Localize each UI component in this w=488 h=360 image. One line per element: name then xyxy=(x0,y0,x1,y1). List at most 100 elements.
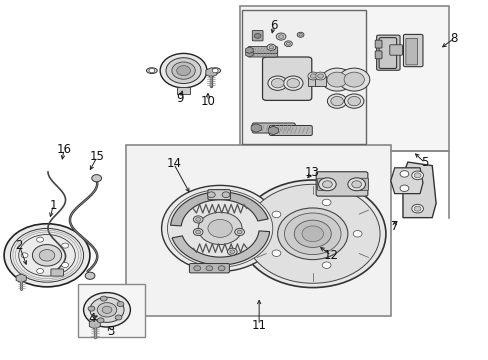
FancyBboxPatch shape xyxy=(247,46,277,53)
FancyBboxPatch shape xyxy=(374,40,381,48)
Circle shape xyxy=(195,230,200,234)
Text: 12: 12 xyxy=(323,249,338,262)
FancyBboxPatch shape xyxy=(403,35,422,67)
Circle shape xyxy=(338,68,369,91)
Circle shape xyxy=(193,216,203,223)
Text: 3: 3 xyxy=(106,325,114,338)
Circle shape xyxy=(352,230,361,237)
Circle shape xyxy=(286,78,299,88)
FancyBboxPatch shape xyxy=(378,38,396,68)
Circle shape xyxy=(4,224,90,287)
Circle shape xyxy=(245,184,379,283)
Circle shape xyxy=(297,32,304,37)
Bar xyxy=(242,10,366,144)
Circle shape xyxy=(271,211,280,218)
Circle shape xyxy=(193,228,203,235)
Polygon shape xyxy=(390,168,422,194)
Circle shape xyxy=(234,228,244,235)
FancyBboxPatch shape xyxy=(207,190,230,200)
Circle shape xyxy=(167,190,272,267)
Text: 5: 5 xyxy=(420,156,427,169)
Circle shape xyxy=(171,62,195,79)
FancyBboxPatch shape xyxy=(252,31,263,41)
FancyBboxPatch shape xyxy=(189,264,229,273)
Bar xyxy=(176,87,190,94)
Circle shape xyxy=(344,94,363,108)
Circle shape xyxy=(322,199,330,206)
Circle shape xyxy=(266,44,275,50)
Ellipse shape xyxy=(146,68,157,73)
FancyBboxPatch shape xyxy=(247,50,277,57)
Circle shape xyxy=(344,72,364,87)
Circle shape xyxy=(39,249,55,261)
Circle shape xyxy=(92,175,102,182)
Bar xyxy=(126,145,390,316)
Circle shape xyxy=(330,96,343,106)
Circle shape xyxy=(399,171,408,177)
Text: 9: 9 xyxy=(176,92,183,105)
Circle shape xyxy=(318,178,335,191)
Circle shape xyxy=(347,178,365,191)
Circle shape xyxy=(37,237,43,242)
Text: 6: 6 xyxy=(269,19,277,32)
Circle shape xyxy=(276,33,285,40)
FancyBboxPatch shape xyxy=(359,178,367,190)
Circle shape xyxy=(165,58,201,84)
Circle shape xyxy=(322,181,331,188)
Text: 4: 4 xyxy=(88,311,96,325)
Circle shape xyxy=(302,226,323,242)
Circle shape xyxy=(100,296,107,301)
Circle shape xyxy=(268,46,273,49)
Circle shape xyxy=(271,250,280,256)
Circle shape xyxy=(254,33,261,39)
Circle shape xyxy=(222,192,229,198)
Circle shape xyxy=(351,181,361,188)
Circle shape xyxy=(61,262,68,267)
Circle shape xyxy=(284,41,292,46)
Circle shape xyxy=(37,269,43,274)
Circle shape xyxy=(85,272,95,279)
FancyBboxPatch shape xyxy=(376,35,399,70)
FancyBboxPatch shape xyxy=(389,45,402,55)
Circle shape xyxy=(307,72,318,80)
Circle shape xyxy=(229,250,234,253)
Circle shape xyxy=(61,243,68,248)
Circle shape xyxy=(218,266,224,271)
Text: 16: 16 xyxy=(57,143,71,156)
Circle shape xyxy=(239,180,385,288)
FancyBboxPatch shape xyxy=(316,172,367,196)
Text: 13: 13 xyxy=(304,166,319,179)
FancyBboxPatch shape xyxy=(374,51,381,59)
FancyBboxPatch shape xyxy=(51,269,63,276)
Text: 14: 14 xyxy=(166,157,181,170)
Text: 7: 7 xyxy=(390,220,398,233)
Ellipse shape xyxy=(209,68,220,73)
Circle shape xyxy=(298,33,302,36)
Circle shape xyxy=(88,306,95,311)
Bar xyxy=(307,76,318,86)
Circle shape xyxy=(193,266,200,271)
Circle shape xyxy=(198,212,242,244)
Circle shape xyxy=(195,218,200,221)
Circle shape xyxy=(205,266,212,271)
Bar xyxy=(78,284,144,337)
Text: 10: 10 xyxy=(200,95,215,108)
Text: 1: 1 xyxy=(49,199,57,212)
FancyBboxPatch shape xyxy=(269,126,312,135)
Circle shape xyxy=(411,171,423,180)
Circle shape xyxy=(284,213,340,255)
Circle shape xyxy=(278,35,283,39)
Circle shape xyxy=(83,293,130,327)
Text: 2: 2 xyxy=(16,239,23,252)
Bar xyxy=(315,76,325,86)
Polygon shape xyxy=(170,192,267,226)
Circle shape xyxy=(97,318,104,323)
Circle shape xyxy=(286,42,290,45)
Circle shape xyxy=(237,230,242,234)
Circle shape xyxy=(227,248,237,255)
Circle shape xyxy=(115,315,122,320)
Circle shape xyxy=(32,244,61,266)
Circle shape xyxy=(413,206,420,211)
Circle shape xyxy=(267,76,287,90)
Circle shape xyxy=(411,204,423,213)
